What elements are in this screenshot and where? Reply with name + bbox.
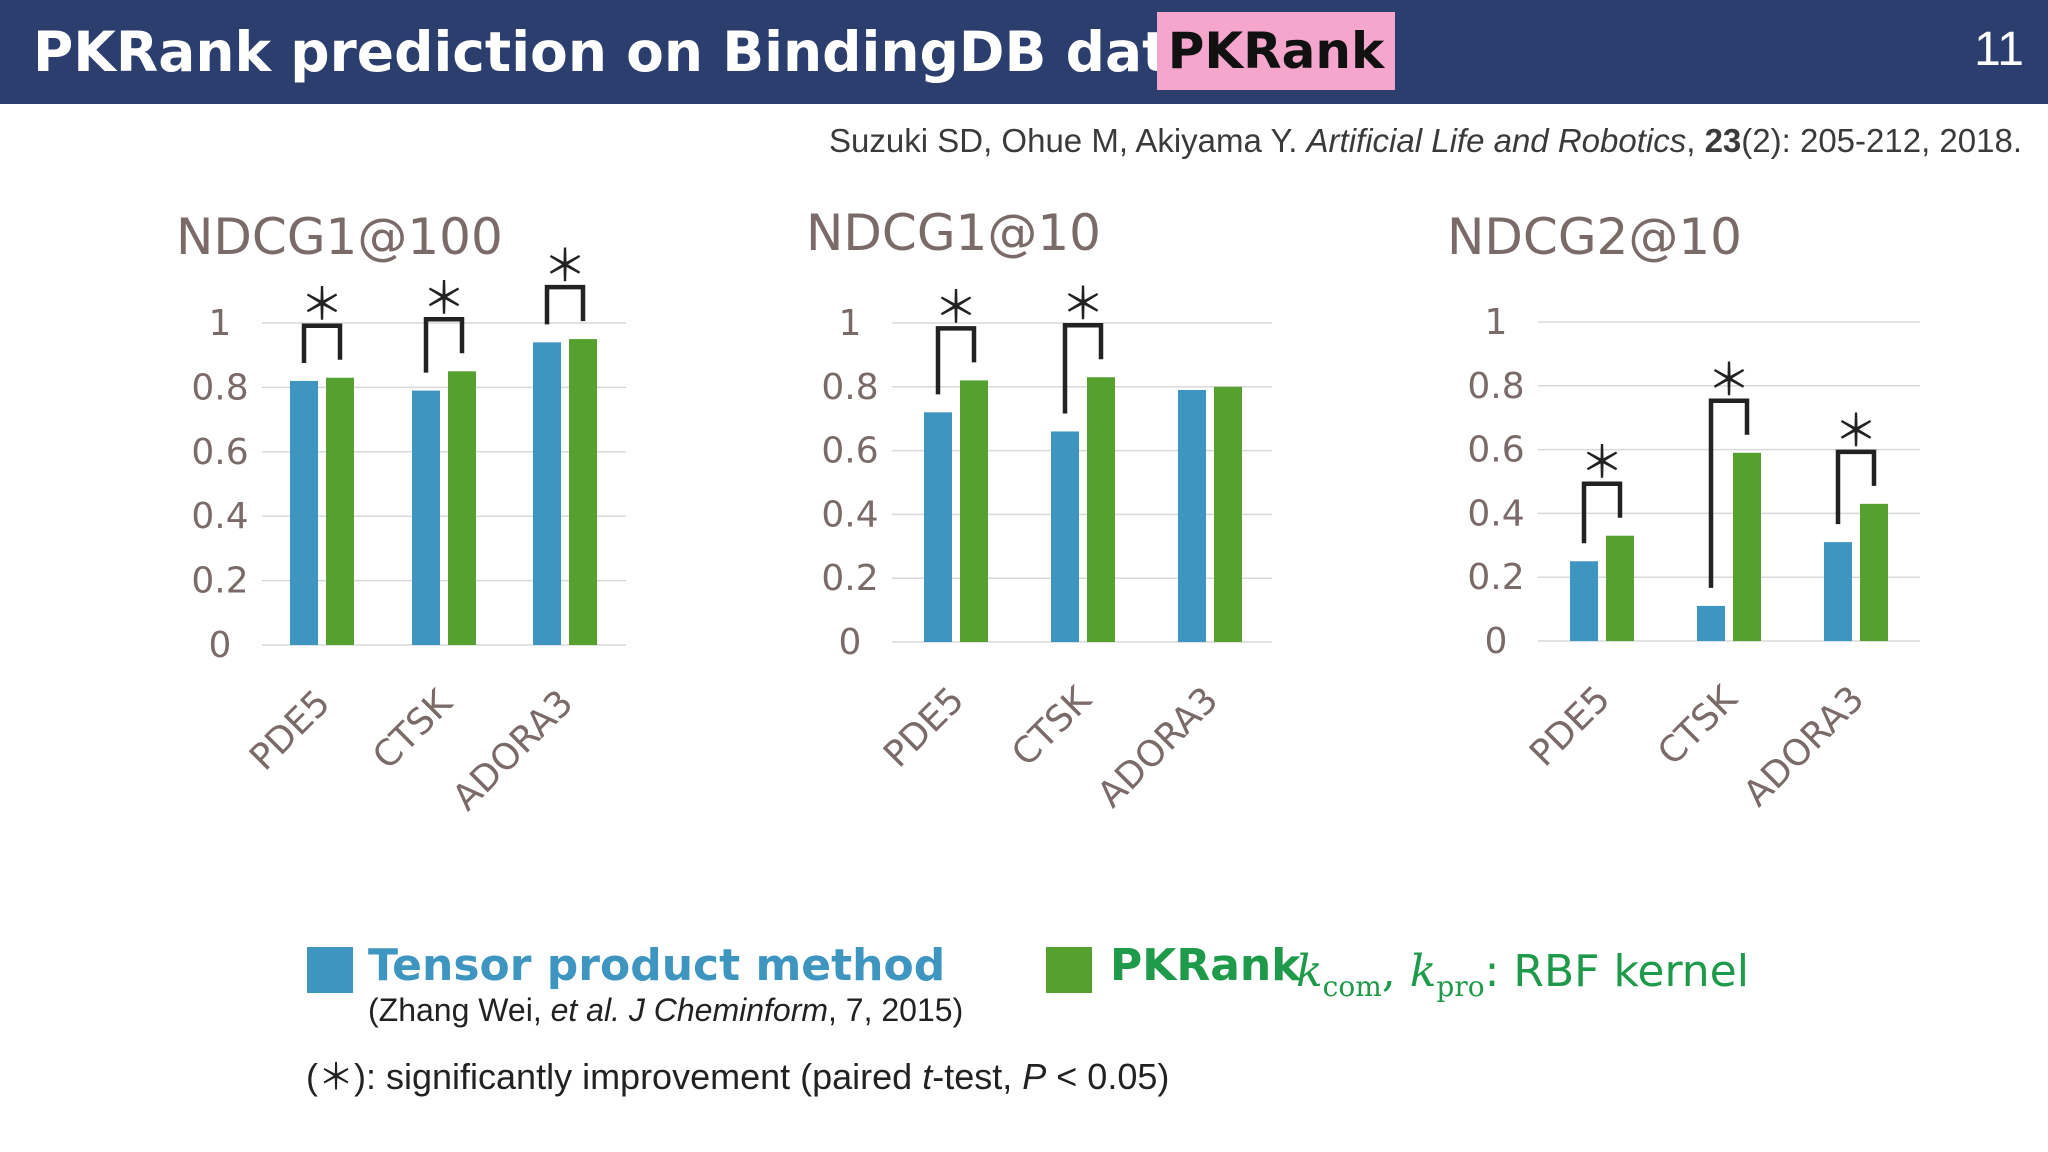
chart-3: NDCG2@10 0 0.2 0.4 0.6 0.8 1 ＊ PDE5 ＊ CTSK ＊ ADORA3 (1447, 208, 1920, 815)
y-tick-label: 1 (1485, 302, 1508, 343)
x-tick-label: PDE5 (876, 679, 972, 775)
legend-swatch-tensor (307, 947, 353, 993)
footnote-pre: (＊): significantly improvement (paired (306, 1056, 923, 1097)
y-tick-label: 0 (209, 625, 232, 666)
bar-pkrank-ctsk (1087, 377, 1115, 642)
legend-ref-pre: (Zhang Wei, (368, 992, 551, 1028)
footnote-mid: -test, (932, 1056, 1023, 1097)
title-bar: PKRank prediction on BindingDB data PKRa… (0, 0, 2048, 104)
footnote-p: P (1022, 1056, 1047, 1097)
y-tick-label: 1 (209, 303, 232, 344)
legend-label-tensor: Tensor product method (368, 940, 946, 991)
y-tick-label: 0.4 (191, 496, 248, 537)
bar-tensor-pde5 (1570, 561, 1598, 641)
y-tick-label: 0 (839, 622, 862, 663)
bar-pkrank-pde5 (1606, 535, 1634, 641)
y-tick-label: 0 (1485, 621, 1508, 662)
bar-tensor-ctsk (1051, 431, 1079, 642)
slide-title: PKRank prediction on BindingDB data (33, 20, 1206, 84)
y-tick-label: 1 (839, 303, 862, 344)
significance-bracket (1708, 398, 1750, 588)
x-tick-label: ADORA3 (445, 682, 581, 818)
bar-tensor-adora3 (533, 342, 561, 645)
x-tick-label: ADORA3 (1736, 678, 1872, 814)
kernel-sep: , (1381, 946, 1410, 997)
citation-journal: Artificial Life and Robotics (1306, 122, 1687, 159)
y-tick-label: 0.8 (1467, 366, 1524, 407)
significance-star: ＊ (934, 282, 978, 333)
kernel-k1: k (1296, 946, 1323, 997)
legend-swatch-pkrank (1046, 947, 1092, 993)
x-tick-label: CTSK (1650, 677, 1746, 773)
kernel-rest: : RBF kernel (1484, 946, 1749, 997)
legend-ref-post: , 7, 2015) (828, 992, 964, 1028)
significance-star: ＊ (543, 241, 587, 292)
significance-bracket (1062, 322, 1104, 414)
legend-tensor-reference: (Zhang Wei, et al. J Cheminform, 7, 2015… (368, 992, 963, 1029)
citation-authors: Suzuki SD, Ohue M, Akiyama Y. (829, 122, 1307, 159)
significance-bracket (423, 317, 465, 373)
chart-1: NDCG1@100 0 0.2 0.4 0.6 0.8 1 ＊ PDE5 ＊ CTSK ＊ ADORA3 (176, 208, 626, 819)
x-tick-label: ADORA3 (1090, 679, 1226, 815)
y-tick-label: 0.2 (191, 561, 248, 602)
bar-tensor-pde5 (924, 412, 952, 642)
significance-star: ＊ (1061, 279, 1105, 330)
significance-footnote: (＊): significantly improvement (paired t… (306, 1048, 1169, 1100)
significance-star: ＊ (1834, 406, 1878, 457)
legend-kernel-note: kcom, kpro: RBF kernel (1296, 946, 1749, 1003)
legend-label-pkrank: PKRank (1110, 940, 1301, 991)
y-tick-label: 0.8 (821, 367, 878, 408)
y-tick-label: 0.6 (1467, 430, 1524, 471)
bar-tensor-ctsk (1697, 605, 1725, 641)
bar-pkrank-adora3 (569, 339, 597, 645)
significance-bracket (1835, 449, 1877, 525)
y-tick-label: 0.8 (191, 367, 248, 408)
y-tick-label: 0.2 (821, 558, 878, 599)
bar-pkrank-adora3 (1214, 386, 1242, 642)
citation-volume: 23 (1704, 122, 1742, 159)
significance-bracket (544, 284, 586, 325)
bar-pkrank-pde5 (960, 380, 988, 642)
bar-tensor-ctsk (412, 390, 440, 645)
y-tick-label: 0.4 (821, 494, 878, 535)
significance-bracket (1581, 481, 1623, 544)
bar-pkrank-pde5 (326, 377, 354, 645)
x-tick-label: PDE5 (1522, 678, 1618, 774)
significance-star: ＊ (422, 273, 466, 324)
citation-sep: , (1686, 122, 1705, 159)
pkrank-badge: PKRank (1157, 12, 1395, 90)
chart-title: NDCG1@10 (806, 204, 1101, 262)
kernel-k2: k (1409, 946, 1437, 997)
citation: Suzuki SD, Ohue M, Akiyama Y. Artificial… (829, 122, 2022, 160)
bar-tensor-adora3 (1178, 389, 1206, 642)
kernel-com: com (1322, 969, 1382, 1003)
y-tick-label: 0.6 (821, 431, 878, 472)
footnote-t: t (922, 1056, 933, 1097)
bar-pkrank-ctsk (448, 371, 476, 645)
kernel-pro: pro (1436, 969, 1485, 1003)
chart-title: NDCG1@100 (176, 208, 503, 266)
bar-pkrank-adora3 (1860, 503, 1888, 641)
significance-bracket (301, 323, 343, 363)
bar-pkrank-ctsk (1733, 452, 1761, 641)
y-tick-label: 0.6 (191, 432, 248, 473)
bar-tensor-pde5 (290, 380, 318, 645)
significance-star: ＊ (1580, 438, 1624, 489)
chart-title: NDCG2@10 (1447, 208, 1742, 266)
x-tick-label: PDE5 (242, 682, 338, 778)
page-number: 11 (1974, 23, 2024, 76)
footnote-post: < 0.05) (1046, 1056, 1170, 1097)
significance-star: ＊ (300, 280, 344, 331)
y-tick-label: 0.2 (1467, 557, 1524, 598)
citation-rest: (2): 205-212, 2018. (1741, 122, 2022, 159)
legend-ref-etal: et al. J Cheminform (550, 992, 829, 1028)
y-tick-label: 0.4 (1467, 493, 1524, 534)
x-tick-label: CTSK (365, 681, 461, 777)
bar-tensor-adora3 (1824, 542, 1852, 641)
x-tick-label: CTSK (1004, 678, 1100, 774)
significance-star: ＊ (1707, 355, 1751, 406)
significance-bracket (935, 326, 977, 395)
